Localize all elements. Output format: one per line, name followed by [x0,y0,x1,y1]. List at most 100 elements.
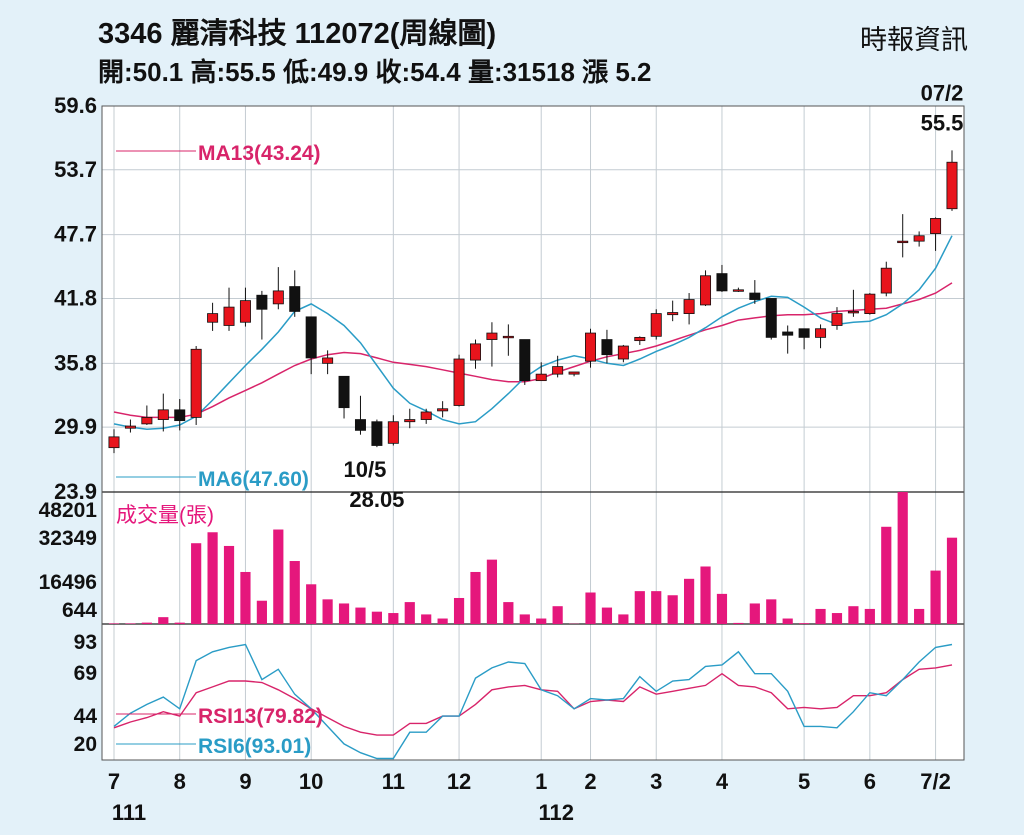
candle-body [897,240,909,244]
volume-bar [486,559,498,624]
volume-bar [667,595,678,624]
candle-body [913,235,925,242]
candle-body [765,298,777,338]
volume-bar [651,591,662,624]
candle-body [256,294,268,310]
price-tick-label: 29.9 [54,414,97,439]
candle-body [831,313,843,326]
volume-bar [503,602,514,624]
volume-bar [536,618,547,624]
volume-bar [684,578,695,624]
volume-bar [519,614,530,624]
candle-body [864,293,876,314]
ma6-legend: MA6(47.60) [198,468,309,491]
rsi-tick-label: 69 [74,662,97,685]
volume-bar [223,545,235,624]
volume-bar [174,622,185,624]
candle-body [387,421,399,444]
volume-bar [371,611,382,624]
rsi-tick-label: 20 [74,733,97,756]
volume-bar [831,613,843,624]
candle-body [190,348,202,418]
candle-body [272,290,284,305]
candle-body [157,409,169,420]
volume-bar [289,561,300,624]
candle-body [535,373,547,382]
x-tick-label: 12 [447,769,471,794]
x-tick-year-label: 112 [538,800,574,825]
candle-body [519,339,531,382]
volume-bar [453,597,465,624]
candle-body [354,419,366,431]
volume-bar [388,613,399,624]
volume-bar [141,622,152,624]
rsi-tick-label: 44 [74,705,98,728]
volume-bar [355,607,366,624]
candle-body [371,421,383,446]
x-tick-label: 3 [650,769,662,794]
volume-bar [897,492,908,624]
candle-body [108,436,120,449]
price-tick-label: 35.8 [54,350,97,375]
rsi-tick-label: 93 [74,631,97,654]
volume-tick-label: 48201 [39,499,98,522]
candle-body [469,343,481,361]
volume-bar [306,584,317,624]
volume-bar [404,602,415,624]
volume-bar [749,603,760,624]
candle-body [798,328,810,338]
candle-body [404,419,416,423]
candle-body [568,371,580,375]
volume-bar [552,606,563,624]
candle-body [174,409,186,422]
candle-body [667,312,679,316]
candle-body [289,286,301,312]
x-tick-label: 9 [239,769,251,794]
x-tick-label: 7/2 [920,769,951,794]
candle-body [338,375,350,409]
volume-bar [108,623,120,624]
volume-bar [946,537,958,624]
price-tick-label: 53.7 [54,157,97,182]
x-tick-label: 8 [174,769,186,794]
ma-line-ma6 [113,235,953,431]
candle-body [305,316,317,359]
volume-bar [322,599,333,624]
x-tick-label: 11 [382,769,405,794]
volume-bar [618,614,629,624]
plot-area [102,106,964,760]
candle-body [601,339,613,356]
candle-body [486,332,498,340]
x-tick-label: 10 [299,769,323,794]
candle-body [700,275,712,306]
volume-bar [601,607,613,624]
candle-body [502,335,514,339]
candle-body [749,292,761,300]
rsi13-legend: RSI13(79.82) [198,705,323,728]
candle-body [437,408,449,412]
volume-bar [338,603,350,624]
volume-tick-label: 644 [62,599,97,622]
price-annotation: 07/2 [921,80,964,105]
ma-line-ma13 [113,282,953,419]
price-tick-label: 47.7 [54,222,97,247]
volume-bar [766,599,777,624]
candle-body [420,411,432,420]
volume-bar [881,526,892,624]
volume-bar [125,623,136,624]
volume-bar [634,591,645,624]
volume-bar [716,593,728,624]
candle-body [716,273,728,292]
volume-bar [782,618,793,624]
volume-bar [930,570,941,624]
candle-body [782,331,794,336]
candle-body [322,357,334,364]
volume-tick-label: 32349 [39,527,97,550]
volume-bar [240,571,251,624]
candle-body [124,425,136,429]
volume-bar [273,529,284,624]
candle-body [880,267,892,294]
rsi6-legend: RSI6(93.01) [198,735,311,758]
quote-summary: 開:50.1 高:55.5 低:49.9 收:54.4 量:31518 漲 5.… [98,57,652,87]
